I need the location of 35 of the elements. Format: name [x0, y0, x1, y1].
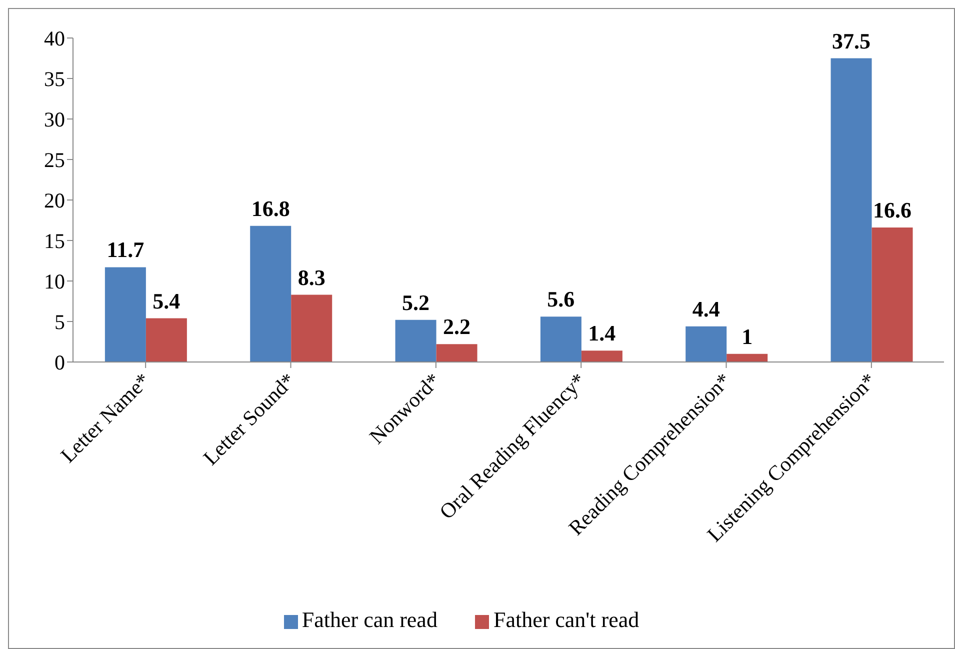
- data-label: 11.7: [106, 237, 144, 262]
- bar: [291, 294, 332, 362]
- y-tick-label: 30: [44, 107, 65, 132]
- y-tick-label: 35: [44, 66, 65, 91]
- data-label: 2.2: [443, 314, 471, 340]
- bar: [540, 316, 582, 362]
- data-label: 8.3: [298, 264, 326, 290]
- data-label: 5.4: [152, 288, 180, 314]
- bar: [104, 267, 146, 362]
- bar: [872, 228, 913, 362]
- data-label: 5.6: [547, 286, 575, 312]
- legend-label: Father can't read: [493, 607, 640, 632]
- bar: [436, 344, 478, 362]
- data-label: 37.5: [832, 28, 871, 54]
- data-label: 4.4: [692, 296, 720, 322]
- legend-label: Father can read: [302, 607, 438, 632]
- bar: [395, 320, 436, 362]
- bar: [726, 354, 768, 362]
- data-label: 1: [742, 324, 753, 349]
- data-label: 16.6: [873, 198, 912, 223]
- bar: [830, 58, 872, 362]
- y-tick-label: 20: [44, 188, 65, 212]
- bar: [686, 326, 727, 362]
- bar: [146, 318, 187, 362]
- y-tick-label: 10: [44, 269, 65, 294]
- data-label: 5.2: [402, 290, 430, 315]
- y-tick-label: 0: [54, 350, 65, 374]
- y-tick-label: 15: [44, 228, 65, 253]
- data-label: 1.4: [588, 320, 616, 346]
- bar: [581, 350, 622, 362]
- data-label: 16.8: [251, 196, 290, 221]
- y-tick-label: 40: [44, 26, 65, 50]
- y-tick-label: 5: [54, 310, 65, 334]
- bar: [250, 226, 292, 362]
- y-tick-label: 25: [44, 148, 65, 172]
